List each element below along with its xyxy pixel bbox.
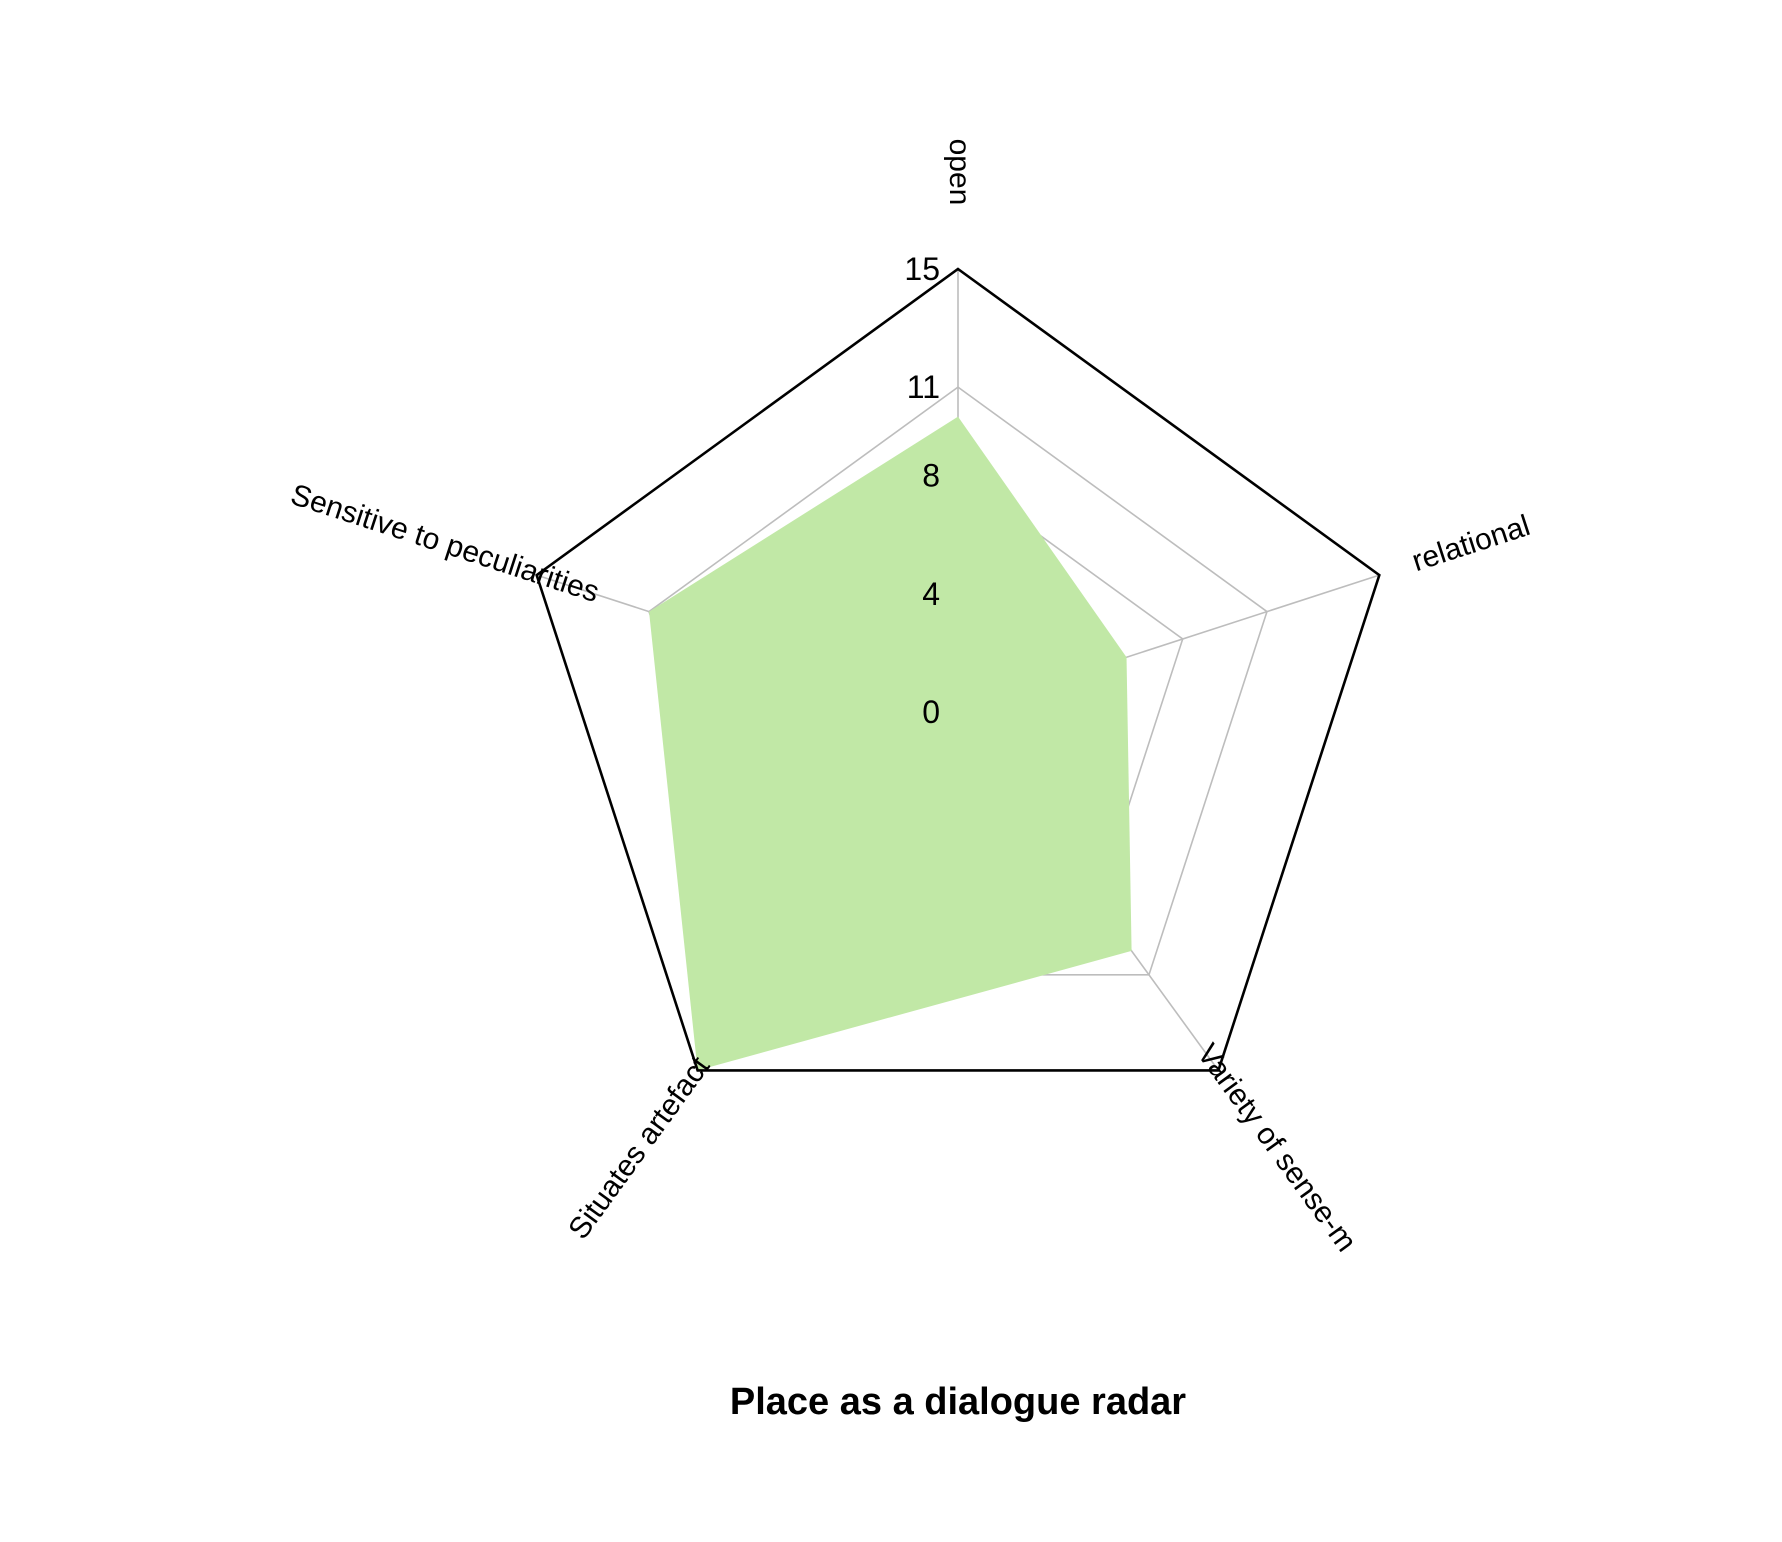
tick-label-8: 8 [922, 458, 940, 494]
axis-label-0: open [943, 139, 976, 206]
series-layer [649, 416, 1132, 1071]
axis-label-3: Situates artefact [562, 1050, 717, 1245]
tick-label-0: 0 [922, 694, 940, 730]
chart-title: Place as a dialogue radar [730, 1381, 1186, 1423]
tick-label-4: 4 [922, 576, 940, 612]
series-area-0 [649, 416, 1132, 1071]
axis-label-1: relational [1408, 509, 1534, 578]
tick-label-11: 11 [907, 369, 940, 405]
outer-layer [535, 267, 1381, 1072]
axis-label-4: Sensitive to peculiarities [287, 478, 603, 609]
outer-ring [535, 267, 1381, 1072]
tick-labels: 0 4 8 11 15 [904, 251, 940, 730]
axis-label-2: Variety of sense-m [1190, 1038, 1362, 1258]
tick-label-15: 15 [904, 251, 940, 287]
